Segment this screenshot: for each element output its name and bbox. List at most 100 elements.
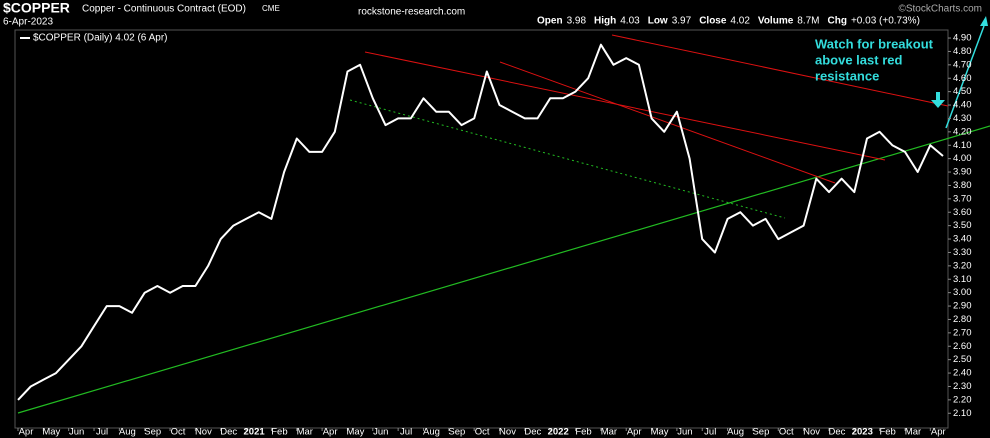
y-tick-label: 4.80 <box>953 46 972 57</box>
quote-label: Close <box>699 16 727 27</box>
x-tick-label: Apr <box>323 427 338 438</box>
x-tick-label: May <box>42 427 60 438</box>
x-tick-label: Dec <box>524 427 541 438</box>
y-tick-label: 4.70 <box>953 59 972 70</box>
x-tick-label: 2023 <box>852 427 873 438</box>
channel-line <box>364 51 886 161</box>
x-tick-label: Dec <box>220 427 237 438</box>
y-tick-label: 3.00 <box>953 287 972 298</box>
x-tick-label: Nov <box>499 427 516 438</box>
source: rockstone-research.com <box>358 7 465 18</box>
x-tick-label: Oct <box>779 427 794 438</box>
quote-value: 4.03 <box>620 16 640 27</box>
quote: Open 3.98 High 4.03 Low 3.97 Close 4.02 Volume 8.… <box>537 16 920 27</box>
y-tick-label: 4.10 <box>953 140 972 151</box>
x-tick-label: Nov <box>803 427 820 438</box>
watermark: ©StockCharts.com <box>898 4 982 15</box>
channel-line <box>499 61 836 184</box>
y-tick-label: 3.70 <box>953 193 972 204</box>
y-tick-label: 4.00 <box>953 153 972 164</box>
support-trendline <box>17 125 990 414</box>
y-tick-label: 4.30 <box>953 113 972 124</box>
x-tick-label: May <box>651 427 669 438</box>
annotation-line: resistance <box>815 68 879 83</box>
y-tick-label: 2.50 <box>953 354 972 365</box>
y-tick-label: 3.50 <box>953 220 972 231</box>
x-tick-label: Mar <box>905 427 921 438</box>
y-tick-label: 2.20 <box>953 394 972 405</box>
x-tick-label: Sep <box>752 427 769 438</box>
arrow-head <box>980 16 988 26</box>
x-tick-label: Feb <box>575 427 591 438</box>
x-tick-label: Jun <box>69 427 84 438</box>
y-tick-label: 2.60 <box>953 341 972 352</box>
exchange: CME <box>262 4 280 13</box>
quote-value: 3.98 <box>567 16 587 27</box>
annotation-line: above last red <box>815 52 902 67</box>
plot-frame <box>14 29 949 429</box>
x-tick-label: Jun <box>677 427 692 438</box>
quote-label: High <box>594 16 616 27</box>
x-tick-label: Sep <box>448 427 465 438</box>
y-tick-label: 2.40 <box>953 368 972 379</box>
legend-label: $COPPER (Daily) 4.02 (6 Apr) <box>33 33 168 44</box>
x-tick-label: Jun <box>373 427 388 438</box>
arrow <box>945 25 985 129</box>
x-tick-label: Feb <box>879 427 895 438</box>
x-tick-label: Oct <box>171 427 186 438</box>
y-tick-label: 3.20 <box>953 260 972 271</box>
y-tick-label: 4.60 <box>953 73 972 84</box>
y-tick-label: 2.30 <box>953 381 972 392</box>
x-tick-label: Jul <box>704 427 716 438</box>
quote-label: Volume <box>758 16 794 27</box>
x-tick-label: Nov <box>195 427 212 438</box>
quote-label: Low <box>648 16 668 27</box>
x-tick-label: Sep <box>144 427 161 438</box>
y-tick-label: 2.70 <box>953 327 972 338</box>
quote-value: 3.97 <box>672 16 692 27</box>
y-tick-label: 3.10 <box>953 274 972 285</box>
price-line <box>17 43 944 401</box>
x-tick-label: Jul <box>400 427 412 438</box>
y-tick-label: 2.90 <box>953 301 972 312</box>
x-tick-label: Aug <box>119 427 136 438</box>
arrow-head <box>931 100 945 108</box>
y-tick-label: 3.40 <box>953 234 972 245</box>
resistance-line <box>611 34 949 107</box>
x-tick-label: Apr <box>931 427 946 438</box>
y-tick-label: 4.90 <box>953 33 972 44</box>
chart-title: $COPPER <box>3 0 70 16</box>
chart-subtitle: Copper - Continuous Contract (EOD) <box>82 4 246 15</box>
x-tick-label: Aug <box>423 427 440 438</box>
x-tick-label: May <box>346 427 364 438</box>
quote-value: +0.03 (+0.73%) <box>851 16 920 27</box>
x-tick-label: Apr <box>19 427 34 438</box>
quote-value: 4.02 <box>730 16 750 27</box>
dotted-trendline <box>349 99 786 219</box>
x-tick-label: Feb <box>271 427 287 438</box>
quote-label: Open <box>537 16 563 27</box>
y-tick-label: 3.80 <box>953 180 972 191</box>
annotation-line: Watch for breakout <box>815 36 934 51</box>
y-tick-label: 4.20 <box>953 126 972 137</box>
date: 6-Apr-2023 <box>3 17 53 28</box>
x-tick-label: Jul <box>96 427 108 438</box>
y-tick-label: 3.90 <box>953 167 972 178</box>
y-tick-label: 4.50 <box>953 86 972 97</box>
quote-value: 8.7M <box>797 16 819 27</box>
x-tick-label: Mar <box>601 427 617 438</box>
y-tick-label: 3.60 <box>953 207 972 218</box>
quote-label: Chg <box>828 16 847 27</box>
y-tick-label: 4.40 <box>953 100 972 111</box>
y-tick-label: 2.80 <box>953 314 972 325</box>
x-tick-label: 2021 <box>244 427 266 438</box>
x-tick-label: Dec <box>829 427 846 438</box>
x-tick-label: Oct <box>475 427 490 438</box>
x-tick-label: 2022 <box>548 427 569 438</box>
x-tick-label: Aug <box>727 427 744 438</box>
y-tick-label: 2.10 <box>953 408 972 419</box>
